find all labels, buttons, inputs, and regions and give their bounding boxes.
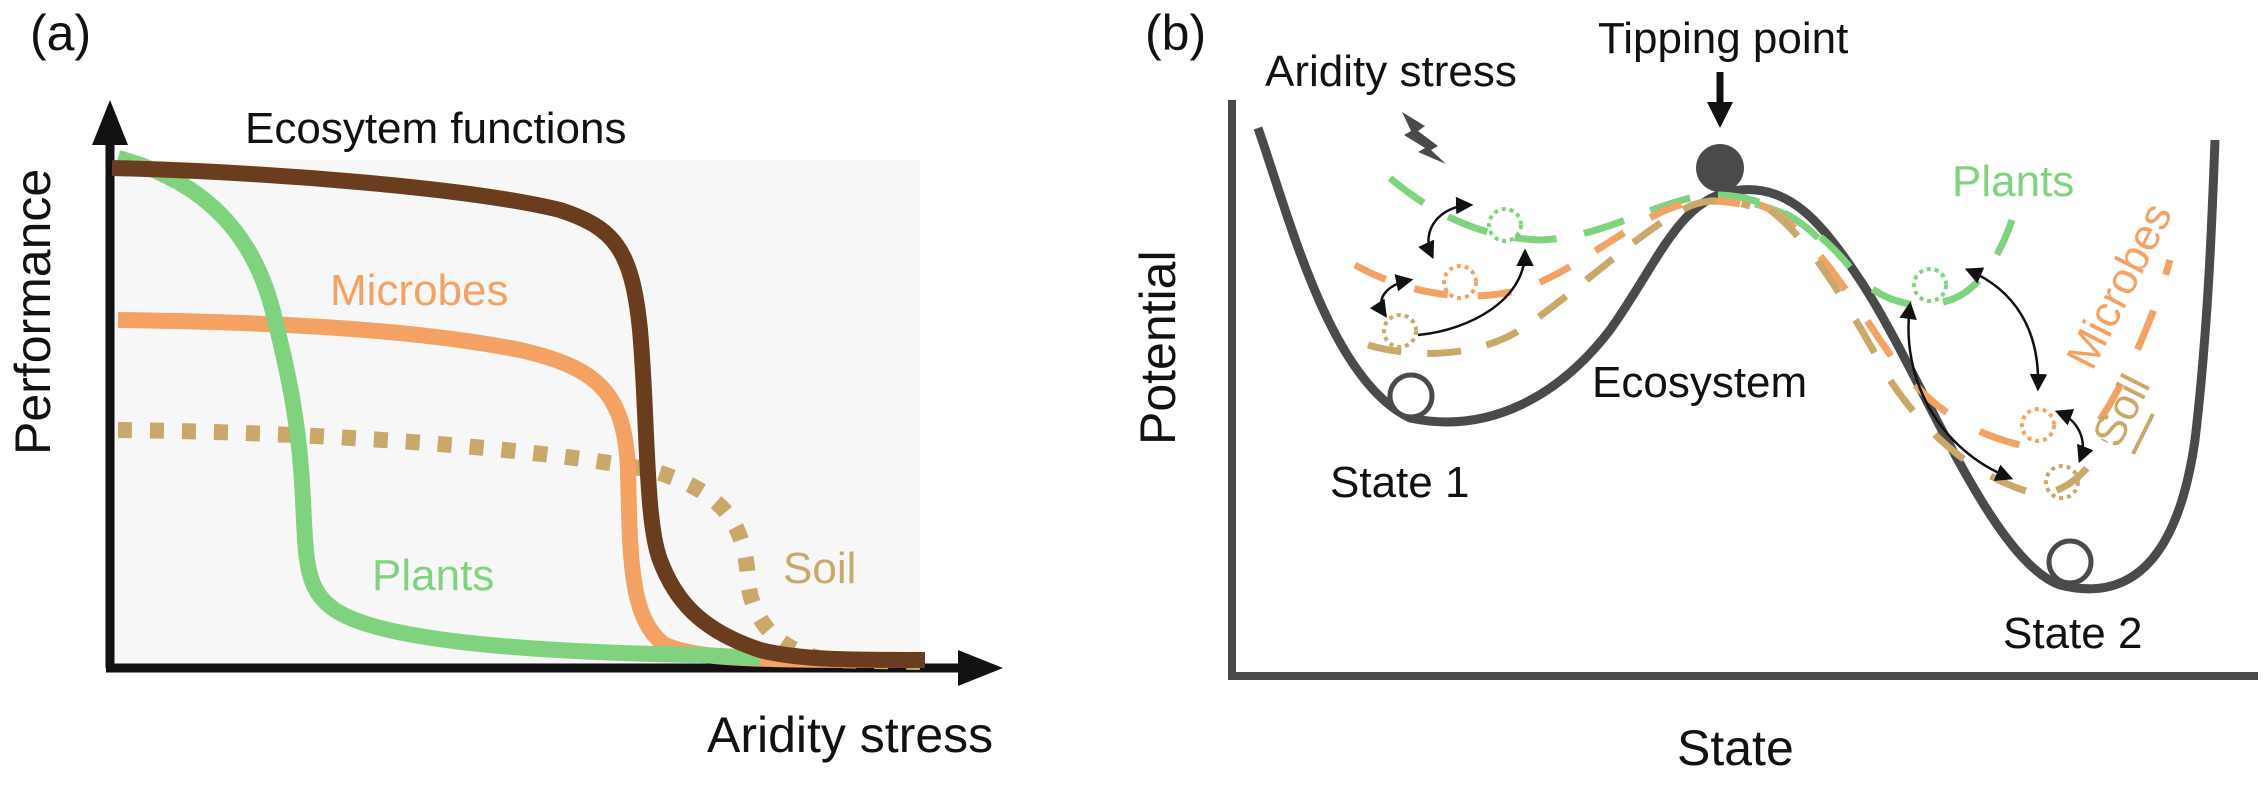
plants-dashed-right	[1754, 200, 2016, 309]
state-1-ball	[1387, 372, 1435, 420]
soil-dashed-left	[1367, 197, 1752, 357]
panel-b-label: (b)	[1145, 5, 1206, 61]
microbes-label-b: Microbes	[2057, 195, 2182, 376]
curve-ecosystem-functions	[111, 160, 926, 668]
microbes-dashed-left	[1353, 197, 1741, 300]
plants-label-b: Plants	[1952, 157, 2074, 206]
label-plants: Plants	[372, 551, 494, 600]
panel-b-axes	[1228, 100, 2258, 680]
lightning-icon	[1402, 112, 1446, 164]
plants-state-left	[1487, 207, 1523, 243]
tipping-arrow-head	[1707, 102, 1733, 128]
curve-plants	[115, 150, 761, 666]
soil-label-underline	[2131, 413, 2155, 455]
tipping-point-label: Tipping point	[1598, 14, 1848, 63]
panel-b-x-label: State	[1677, 720, 1794, 776]
curve-soil	[117, 422, 921, 670]
ecosystem-label: Ecosystem	[1592, 358, 1807, 407]
soil-state-right	[2044, 464, 2080, 500]
interaction-arrows	[1369, 196, 2094, 481]
label-microbes: Microbes	[330, 266, 509, 315]
panel-a-x-axis-arrow	[958, 650, 1003, 686]
tipping-ball	[1696, 144, 1744, 192]
soil-state-left	[1382, 313, 1418, 349]
panel-b: (b) Potential State	[1130, 5, 2258, 776]
aridity-stress-label: Aridity stress	[1265, 47, 1517, 96]
plants-state-right	[1912, 267, 1948, 303]
soil-label-b: Soil	[2083, 367, 2160, 455]
label-soil: Soil	[783, 544, 856, 593]
state-2-ball	[2046, 538, 2094, 586]
microbes-state-left	[1442, 264, 1478, 300]
state-2-label: State 2	[2003, 609, 2142, 658]
panel-a-y-label: Performance	[5, 169, 61, 455]
label-ecosystem-functions: Ecosytem functions	[245, 104, 627, 153]
panel-a-label: (a)	[30, 5, 91, 61]
panel-a: (a) Performance Aridity stress Ecosytem …	[5, 5, 1003, 763]
soil-dashed-right	[1767, 207, 2109, 499]
panel-b-y-label: Potential	[1130, 250, 1186, 445]
microbes-state-right	[2020, 407, 2056, 443]
microbes-dashed-right	[1758, 201, 2174, 449]
panel-a-y-axis-arrow	[92, 100, 128, 145]
state-1-label: State 1	[1330, 458, 1469, 507]
panel-a-x-label: Aridity stress	[707, 707, 993, 763]
